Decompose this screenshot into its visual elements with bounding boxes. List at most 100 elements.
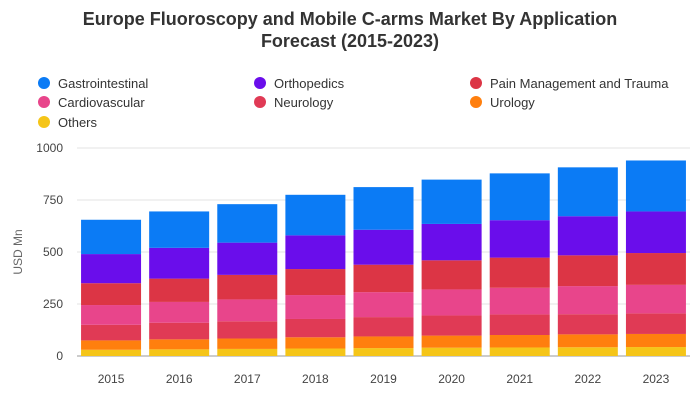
y-tick-label: 0 xyxy=(56,349,63,363)
bar-segment-urology[interactable] xyxy=(285,337,346,349)
bar-segment-neurology[interactable] xyxy=(557,314,618,335)
bar-segment-pain-management-and-trauma[interactable] xyxy=(353,264,414,293)
bar-segment-pain-management-and-trauma[interactable] xyxy=(421,260,482,290)
legend-label: Neurology xyxy=(274,95,334,110)
legend-swatch xyxy=(38,116,50,128)
bar-segment-cardiovascular[interactable] xyxy=(149,301,210,323)
legend-label: Cardiovascular xyxy=(58,95,145,110)
bar-segment-neurology[interactable] xyxy=(421,315,482,336)
bar-segment-others[interactable] xyxy=(149,349,210,356)
bar-segment-neurology[interactable] xyxy=(489,314,550,335)
bar-segment-orthopedics[interactable] xyxy=(217,242,278,275)
bar-segment-others[interactable] xyxy=(353,348,414,356)
bar-stack-2018 xyxy=(285,194,346,356)
bar-segment-cardiovascular[interactable] xyxy=(285,295,346,319)
bar-segment-neurology[interactable] xyxy=(149,322,210,340)
x-tick-label: 2019 xyxy=(370,372,397,386)
bar-segment-cardiovascular[interactable] xyxy=(421,289,482,316)
y-tick-label: 750 xyxy=(43,193,63,207)
bar-segment-orthopedics[interactable] xyxy=(149,247,210,279)
x-tick-label: 2016 xyxy=(166,372,193,386)
bar-segment-gastrointestinal[interactable] xyxy=(557,167,618,217)
bar-segment-gastrointestinal[interactable] xyxy=(285,194,346,236)
bar-segment-pain-management-and-trauma[interactable] xyxy=(557,255,618,287)
bar-segment-others[interactable] xyxy=(217,348,278,356)
bar-segment-urology[interactable] xyxy=(81,340,142,350)
bar-segment-gastrointestinal[interactable] xyxy=(149,211,210,248)
bar-segment-cardiovascular[interactable] xyxy=(217,299,278,322)
bar-segment-cardiovascular[interactable] xyxy=(557,286,618,315)
bar-segment-urology[interactable] xyxy=(149,339,210,350)
bar-segment-orthopedics[interactable] xyxy=(353,229,414,265)
bar-segment-others[interactable] xyxy=(421,347,482,356)
bar-segment-neurology[interactable] xyxy=(217,321,278,339)
bar-stack-2017 xyxy=(217,204,278,356)
bar-segment-pain-management-and-trauma[interactable] xyxy=(625,253,686,285)
y-tick-label: 250 xyxy=(43,297,63,311)
bars xyxy=(81,160,686,356)
bar-segment-gastrointestinal[interactable] xyxy=(489,173,550,221)
x-tick-label: 2022 xyxy=(574,372,601,386)
x-tick-label: 2023 xyxy=(643,372,670,386)
bar-segment-urology[interactable] xyxy=(625,333,686,348)
bar-segment-others[interactable] xyxy=(625,347,686,356)
bar-stack-2015 xyxy=(81,219,142,356)
bar-segment-others[interactable] xyxy=(557,347,618,356)
legend-swatch xyxy=(470,77,482,89)
bar-segment-orthopedics[interactable] xyxy=(81,254,142,284)
bar-segment-cardiovascular[interactable] xyxy=(353,292,414,318)
bar-segment-urology[interactable] xyxy=(353,336,414,349)
bar-stack-2019 xyxy=(353,187,414,356)
x-axis-ticks: 2015 2016 2017 2018 2019 2020 2021 2022 2023 xyxy=(98,372,670,386)
bar-segment-neurology[interactable] xyxy=(285,318,346,338)
bar-segment-orthopedics[interactable] xyxy=(489,220,550,258)
bar-stack-2023 xyxy=(625,160,686,356)
legend-label: Others xyxy=(58,115,98,130)
y-tick-label: 500 xyxy=(43,245,63,259)
bar-segment-neurology[interactable] xyxy=(353,317,414,337)
x-tick-label: 2020 xyxy=(438,372,465,386)
bar-segment-pain-management-and-trauma[interactable] xyxy=(489,257,550,288)
y-axis-ticks: 0 250 500 750 1000 xyxy=(36,141,63,363)
bar-segment-cardiovascular[interactable] xyxy=(81,305,142,325)
legend-label: Gastrointestinal xyxy=(58,76,149,91)
bar-segment-gastrointestinal[interactable] xyxy=(81,219,142,255)
bar-stack-2022 xyxy=(557,167,618,356)
bar-segment-gastrointestinal[interactable] xyxy=(217,204,278,243)
bar-segment-others[interactable] xyxy=(81,349,142,356)
bar-stack-2016 xyxy=(149,211,210,356)
bar-segment-neurology[interactable] xyxy=(625,313,686,334)
legend-swatch xyxy=(254,77,266,89)
bar-segment-urology[interactable] xyxy=(421,335,482,348)
bar-segment-pain-management-and-trauma[interactable] xyxy=(285,269,346,296)
y-axis-label: USD Mn xyxy=(11,229,25,274)
legend-label: Pain Management and Trauma xyxy=(490,76,669,91)
legend-label: Urology xyxy=(490,95,535,110)
bar-segment-others[interactable] xyxy=(285,348,346,356)
chart-title-line-1: Europe Fluoroscopy and Mobile C-arms Mar… xyxy=(82,9,618,29)
bar-segment-urology[interactable] xyxy=(557,334,618,348)
bar-segment-cardiovascular[interactable] xyxy=(489,287,550,315)
bar-segment-urology[interactable] xyxy=(489,334,550,348)
bar-segment-gastrointestinal[interactable] xyxy=(421,179,482,224)
bar-segment-neurology[interactable] xyxy=(81,324,142,341)
x-tick-label: 2015 xyxy=(98,372,125,386)
bar-segment-gastrointestinal[interactable] xyxy=(625,160,686,212)
bar-segment-urology[interactable] xyxy=(217,338,278,349)
bar-segment-orthopedics[interactable] xyxy=(421,223,482,261)
chart-title: Europe Fluoroscopy and Mobile C-arms Mar… xyxy=(0,8,700,52)
bar-segment-others[interactable] xyxy=(489,347,550,356)
bar-segment-orthopedics[interactable] xyxy=(557,216,618,256)
bar-segment-pain-management-and-trauma[interactable] xyxy=(217,274,278,300)
x-tick-label: 2017 xyxy=(234,372,261,386)
bar-segment-cardiovascular[interactable] xyxy=(625,284,686,314)
bar-segment-gastrointestinal[interactable] xyxy=(353,187,414,230)
bar-segment-orthopedics[interactable] xyxy=(285,235,346,270)
legend-label: Orthopedics xyxy=(274,76,345,91)
bar-stack-2020 xyxy=(421,179,482,356)
bar-segment-orthopedics[interactable] xyxy=(625,211,686,254)
bar-segment-pain-management-and-trauma[interactable] xyxy=(149,278,210,302)
bar-segment-pain-management-and-trauma[interactable] xyxy=(81,283,142,306)
